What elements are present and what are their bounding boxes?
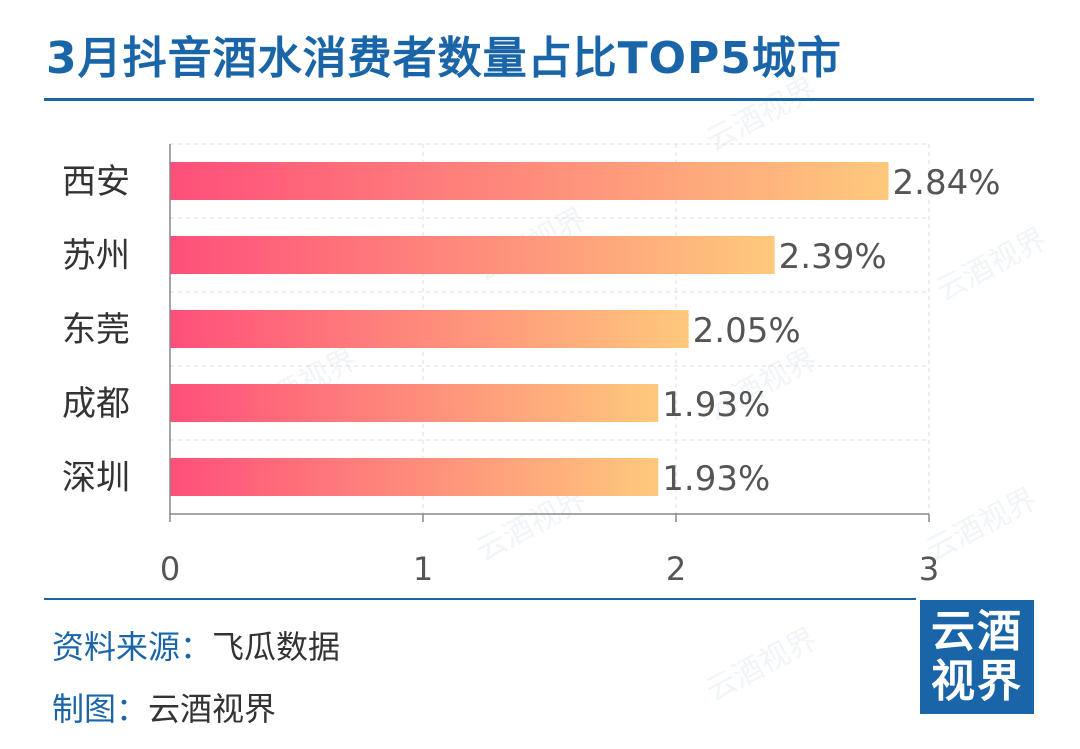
maker-line: 制图：云酒视界 [52, 684, 276, 730]
bar [170, 236, 775, 274]
x-tick-label: 1 [413, 550, 433, 588]
title-divider [44, 98, 1034, 101]
brand-logo: 云酒 视界 [920, 600, 1034, 714]
logo-line-1: 云酒 [931, 606, 1023, 657]
maker-label: 制图： [52, 690, 149, 728]
source-line: 资料来源：飞瓜数据 [52, 622, 340, 668]
watermark: 云酒视界 [700, 621, 823, 709]
bar-chart: 西安 2.84% 苏州 2.39% 东莞 2.05% 成都 1.93% 深圳 1.93% 0 1 2 3 [62, 143, 1001, 588]
x-tick-label: 0 [160, 550, 180, 588]
bar [170, 310, 689, 348]
logo-line-2: 视界 [931, 656, 1023, 707]
category-label: 成都 [62, 384, 130, 424]
data-label: 1.93% [662, 459, 770, 499]
x-tick-label: 2 [666, 550, 686, 588]
data-label: 2.05% [693, 311, 801, 351]
category-label: 苏州 [62, 236, 130, 276]
x-tick-label: 3 [919, 550, 939, 588]
chart-title: 3月抖音酒水消费者数量占比TOP5城市 [46, 33, 842, 84]
data-label: 1.93% [662, 385, 770, 425]
data-label: 2.84% [893, 163, 1001, 203]
source-label: 资料来源： [52, 628, 213, 666]
category-label: 深圳 [62, 458, 130, 498]
source-value: 飞瓜数据 [212, 628, 341, 666]
category-label: 东莞 [62, 310, 130, 350]
bar [170, 384, 659, 422]
data-label: 2.39% [779, 237, 887, 277]
bar [170, 162, 889, 200]
maker-value: 云酒视界 [148, 690, 277, 728]
category-label: 西安 [62, 162, 130, 202]
bar [170, 458, 659, 496]
footer-divider [44, 598, 916, 600]
